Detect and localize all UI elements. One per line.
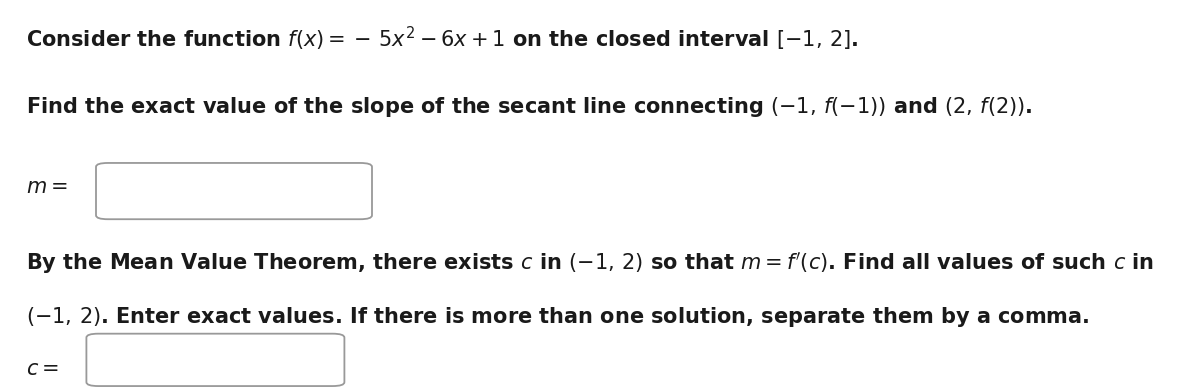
Text: $c = $: $c = $ [26, 359, 59, 379]
Text: $m = $: $m = $ [26, 177, 68, 197]
FancyBboxPatch shape [96, 163, 372, 219]
Text: $(-1,\, 2)$. Enter exact values. If there is more than one solution, separate th: $(-1,\, 2)$. Enter exact values. If ther… [26, 305, 1090, 329]
Text: By the Mean Value Theorem, there exists $c$ in $(-1,\, 2)$ so that $m = f'(c)$. : By the Mean Value Theorem, there exists … [26, 250, 1154, 276]
FancyBboxPatch shape [86, 334, 344, 386]
Text: Find the exact value of the slope of the secant line connecting $(-1,\, f(-1))$ : Find the exact value of the slope of the… [26, 95, 1033, 119]
Text: Consider the function $f(x) = -\,5x^2 - 6x + 1$ on the closed interval $[-1,\, 2: Consider the function $f(x) = -\,5x^2 - … [26, 25, 859, 54]
